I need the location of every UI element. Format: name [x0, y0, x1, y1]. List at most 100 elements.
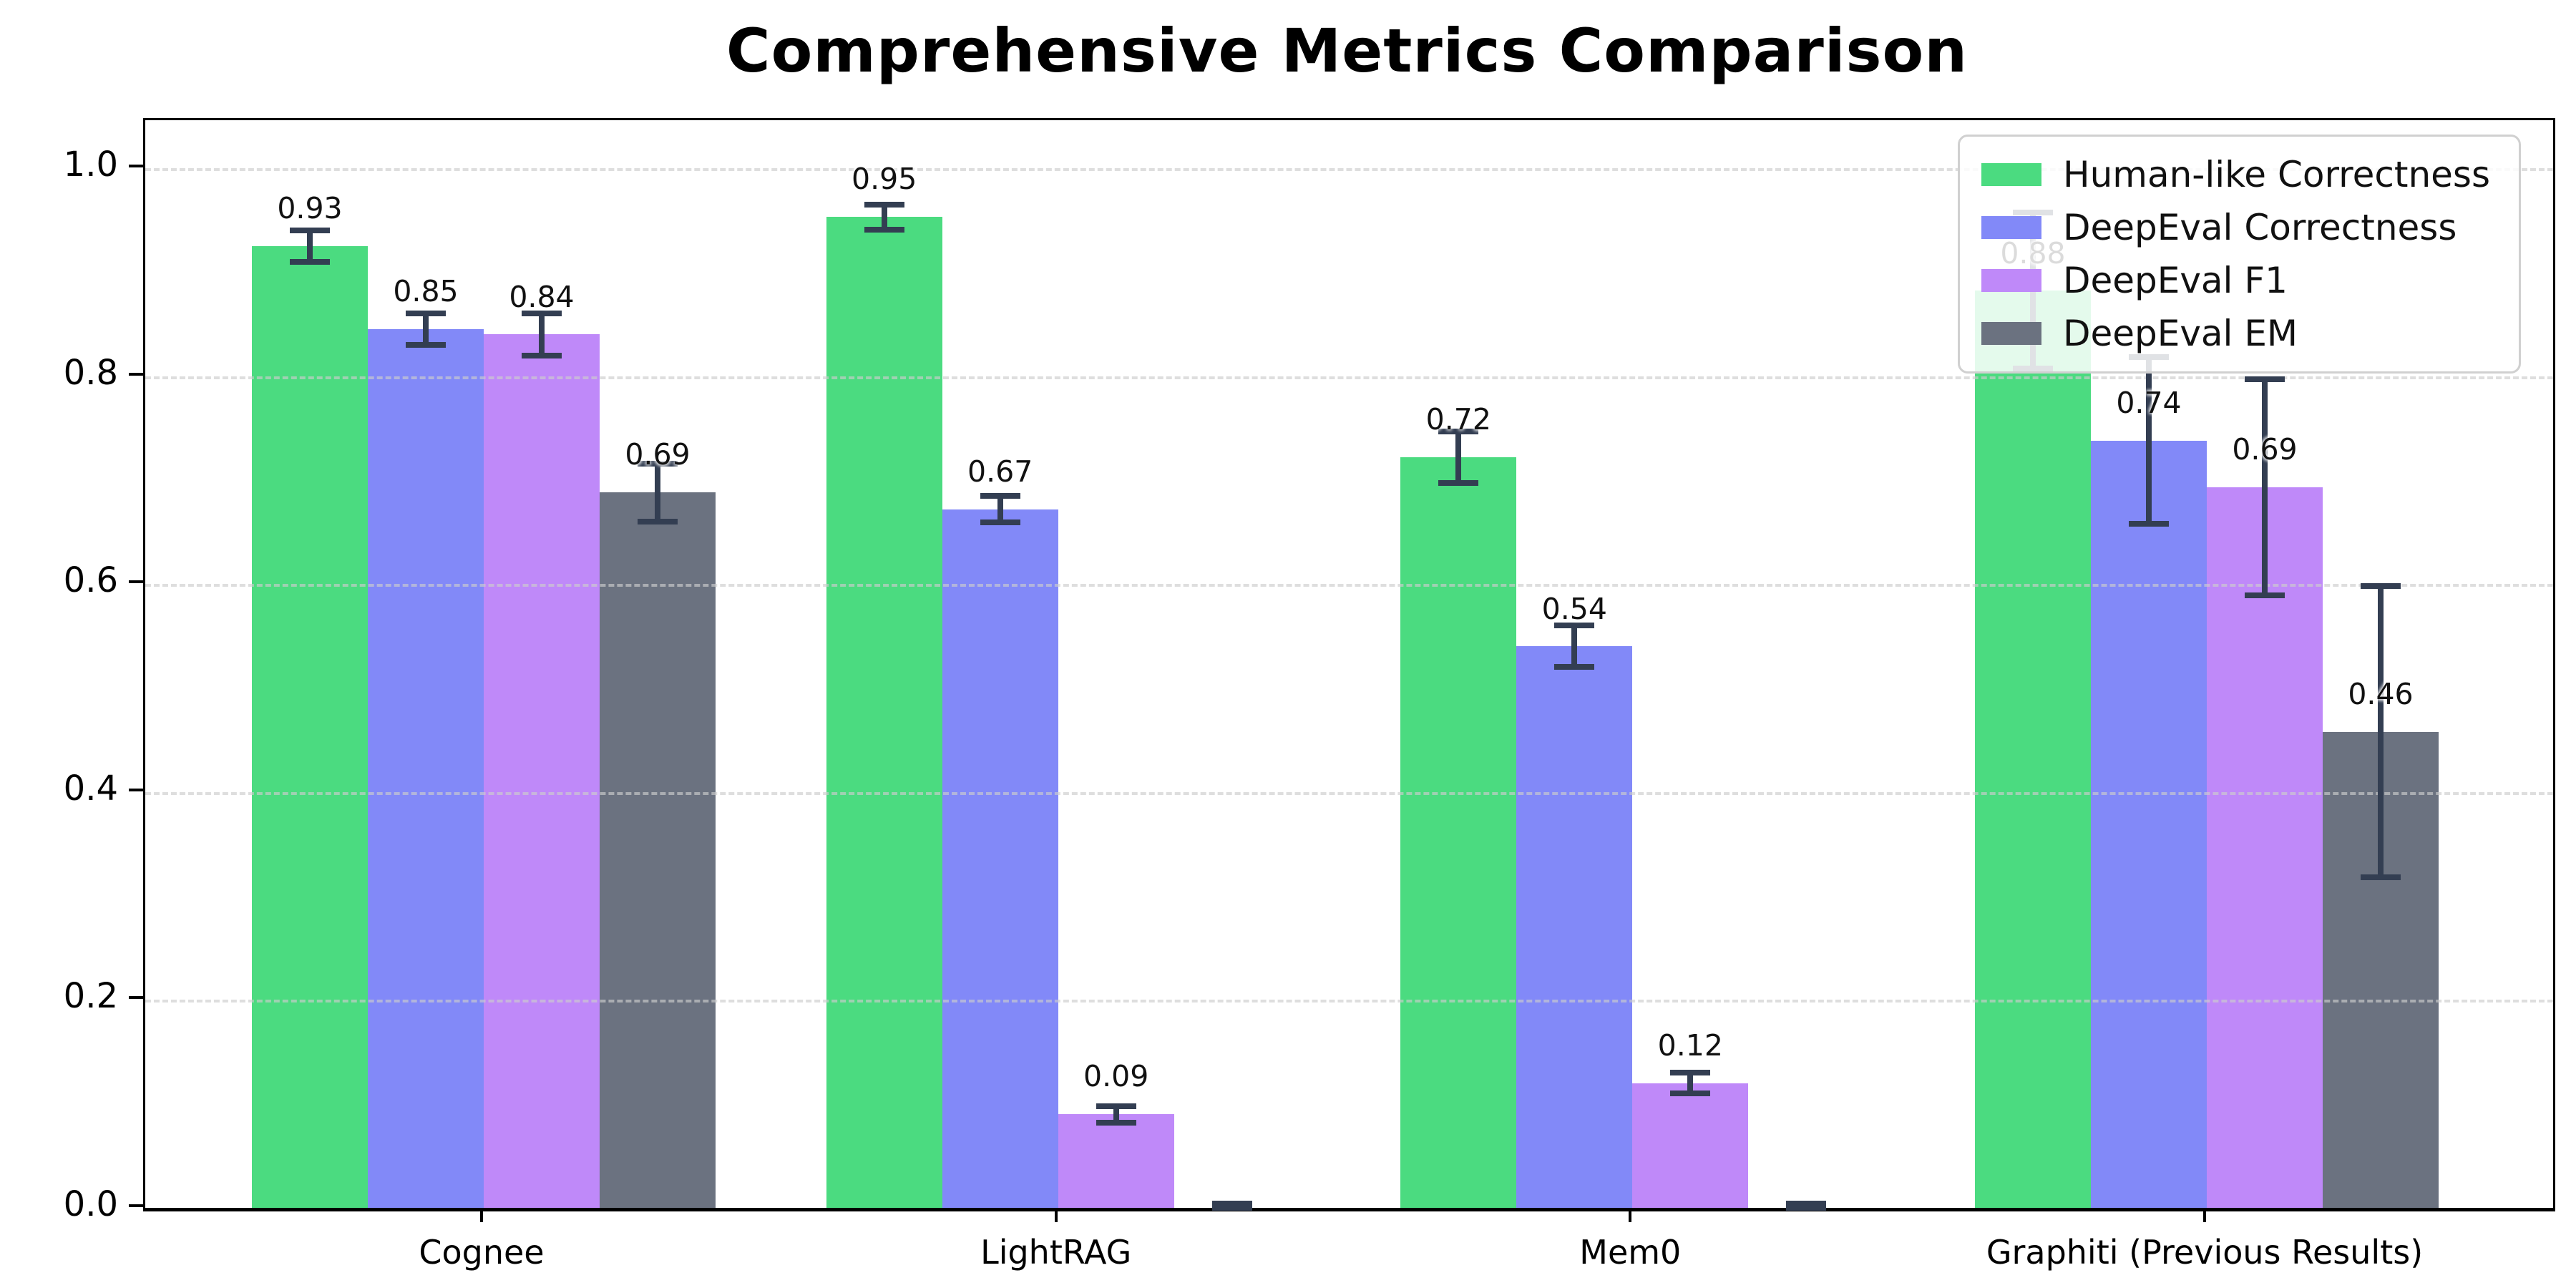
- gridline-0.4: [145, 791, 2553, 795]
- errorbar-cap-bottom: [864, 226, 904, 233]
- legend-label: DeepEval Correctness: [2062, 207, 2457, 248]
- y-tick-label: 0.8: [63, 352, 118, 393]
- legend-swatch-icon: [1981, 269, 2041, 292]
- errorbar-line: [997, 495, 1003, 523]
- legend-swatch-icon: [1981, 163, 2041, 186]
- y-tick-label: 1.0: [63, 145, 118, 185]
- errorbar-cap-bottom: [1786, 1205, 1827, 1211]
- bar-human-like-correctness-cognee: [252, 245, 368, 1208]
- plot-area: 0.930.950.720.880.850.670.540.740.840.09…: [143, 118, 2555, 1211]
- errorbar-line: [2262, 379, 2268, 596]
- errorbar-cap-bottom: [1211, 1205, 1252, 1211]
- legend: Human-like Correctness DeepEval Correctne…: [1957, 135, 2521, 374]
- x-tick-mark: [1629, 1209, 1632, 1222]
- x-tick-label-mem0: Mem0: [1579, 1233, 1682, 1272]
- bar-value-label: 0.54: [1541, 591, 1607, 626]
- x-tick-label-graphiti-previous-results-: Graphiti (Previous Results): [1986, 1233, 2424, 1272]
- y-tick-mark: [129, 165, 143, 167]
- gridline-1.0: [145, 168, 2553, 171]
- bar-deepeval-f1-graphiti-previous-results-: [2207, 487, 2323, 1208]
- bar-deepeval-f1-mem0: [1632, 1083, 1749, 1208]
- bar-value-label: 0.46: [2348, 676, 2414, 711]
- errorbar-cap-bottom: [1670, 1091, 1711, 1097]
- errorbar-line: [1571, 625, 1578, 668]
- bar-value-label: 0.95: [852, 162, 917, 197]
- gridline-0.8: [145, 376, 2553, 379]
- errorbar-cap-top: [290, 228, 330, 234]
- errorbar-line: [2378, 586, 2384, 877]
- chart-title: Comprehensive Metrics Comparison: [726, 16, 1968, 86]
- errorbar-cap-top: [406, 311, 446, 317]
- x-tick-mark: [2203, 1209, 2206, 1222]
- legend-label: Human-like Correctness: [2062, 154, 2490, 195]
- bar-value-label: 0.84: [509, 279, 575, 314]
- bar-value-label: 0.74: [2116, 385, 2182, 420]
- gridline-0.2: [145, 1000, 2553, 1003]
- gridline-0.6: [145, 584, 2553, 587]
- errorbar-line: [881, 204, 887, 230]
- y-tick-label: 0.2: [63, 976, 118, 1017]
- bar-deepeval-correctness-cognee: [368, 329, 484, 1208]
- errorbar-cap-top: [1670, 1070, 1711, 1076]
- bars-layer: [145, 120, 2553, 1208]
- bar-value-label: 0.69: [625, 437, 691, 472]
- y-tick-mark: [129, 1204, 143, 1207]
- errorbar-line: [307, 230, 313, 262]
- errorbar-cap-bottom: [980, 519, 1020, 526]
- bar-value-label: 0.69: [2232, 432, 2298, 467]
- errorbar-line: [423, 313, 429, 345]
- errorbar-line: [1687, 1073, 1694, 1094]
- errorbar-cap-bottom: [2129, 520, 2169, 527]
- errorbar-cap-bottom: [1554, 664, 1595, 670]
- legend-swatch-icon: [1981, 322, 2041, 345]
- errorbar-cap-bottom: [290, 258, 330, 265]
- legend-swatch-icon: [1981, 216, 2041, 239]
- y-tick-mark: [129, 580, 143, 584]
- errorbar-line: [2146, 357, 2152, 524]
- bar-deepeval-em-cognee: [600, 492, 716, 1208]
- bar-deepeval-correctness-graphiti-previous-results-: [2091, 440, 2207, 1208]
- bar-deepeval-correctness-lightrag: [942, 509, 1058, 1208]
- y-tick-label: 0.0: [63, 1184, 118, 1224]
- x-tick-label-lightrag: LightRAG: [980, 1233, 1132, 1272]
- legend-item: Human-like Correctness: [1981, 154, 2490, 195]
- errorbar-cap-bottom: [2361, 874, 2401, 880]
- errorbar-cap-top: [638, 460, 678, 467]
- errorbar-line: [1113, 1106, 1119, 1123]
- errorbar-line: [539, 313, 545, 356]
- legend-label: DeepEval EM: [2062, 313, 2298, 354]
- errorbar-cap-top: [1786, 1201, 1827, 1207]
- errorbar-cap-bottom: [1438, 480, 1479, 487]
- bar-deepeval-f1-lightrag: [1058, 1114, 1174, 1208]
- errorbar-cap-top: [1096, 1103, 1136, 1109]
- bar-value-label: 0.72: [1425, 402, 1491, 437]
- y-tick-mark: [129, 788, 143, 791]
- errorbar-cap-top: [980, 492, 1020, 499]
- x-tick-label-cognee: Cognee: [419, 1233, 545, 1272]
- y-tick-mark: [129, 996, 143, 1000]
- bar-human-like-correctness-mem0: [1400, 457, 1517, 1208]
- y-axis-label: Score: [0, 565, 7, 662]
- x-tick-mark: [1054, 1209, 1058, 1222]
- legend-label: DeepEval F1: [2062, 260, 2288, 301]
- legend-item: DeepEval Correctness: [1981, 207, 2490, 248]
- errorbar-line: [1455, 431, 1462, 484]
- errorbar-cap-bottom: [406, 342, 446, 348]
- errorbar-cap-bottom: [638, 519, 678, 525]
- gridlines-layer: [145, 120, 2553, 1208]
- errorbar-cap-top: [1211, 1201, 1252, 1207]
- x-tick-mark: [480, 1209, 483, 1222]
- y-tick-label: 0.6: [63, 560, 118, 601]
- y-tick-mark: [129, 372, 143, 376]
- bar-human-like-correctness-lightrag: [826, 217, 942, 1208]
- bar-deepeval-f1-cognee: [484, 334, 600, 1208]
- errorbar-line: [655, 463, 660, 522]
- y-tick-label: 0.4: [63, 768, 118, 809]
- errorbar-cap-bottom: [1096, 1119, 1136, 1126]
- errorbar-cap-bottom: [522, 352, 562, 358]
- legend-item: DeepEval EM: [1981, 313, 2490, 354]
- bar-deepeval-correctness-mem0: [1516, 646, 1633, 1208]
- errorbar-cap-top: [864, 201, 904, 208]
- bar-value-label: 0.93: [277, 191, 343, 226]
